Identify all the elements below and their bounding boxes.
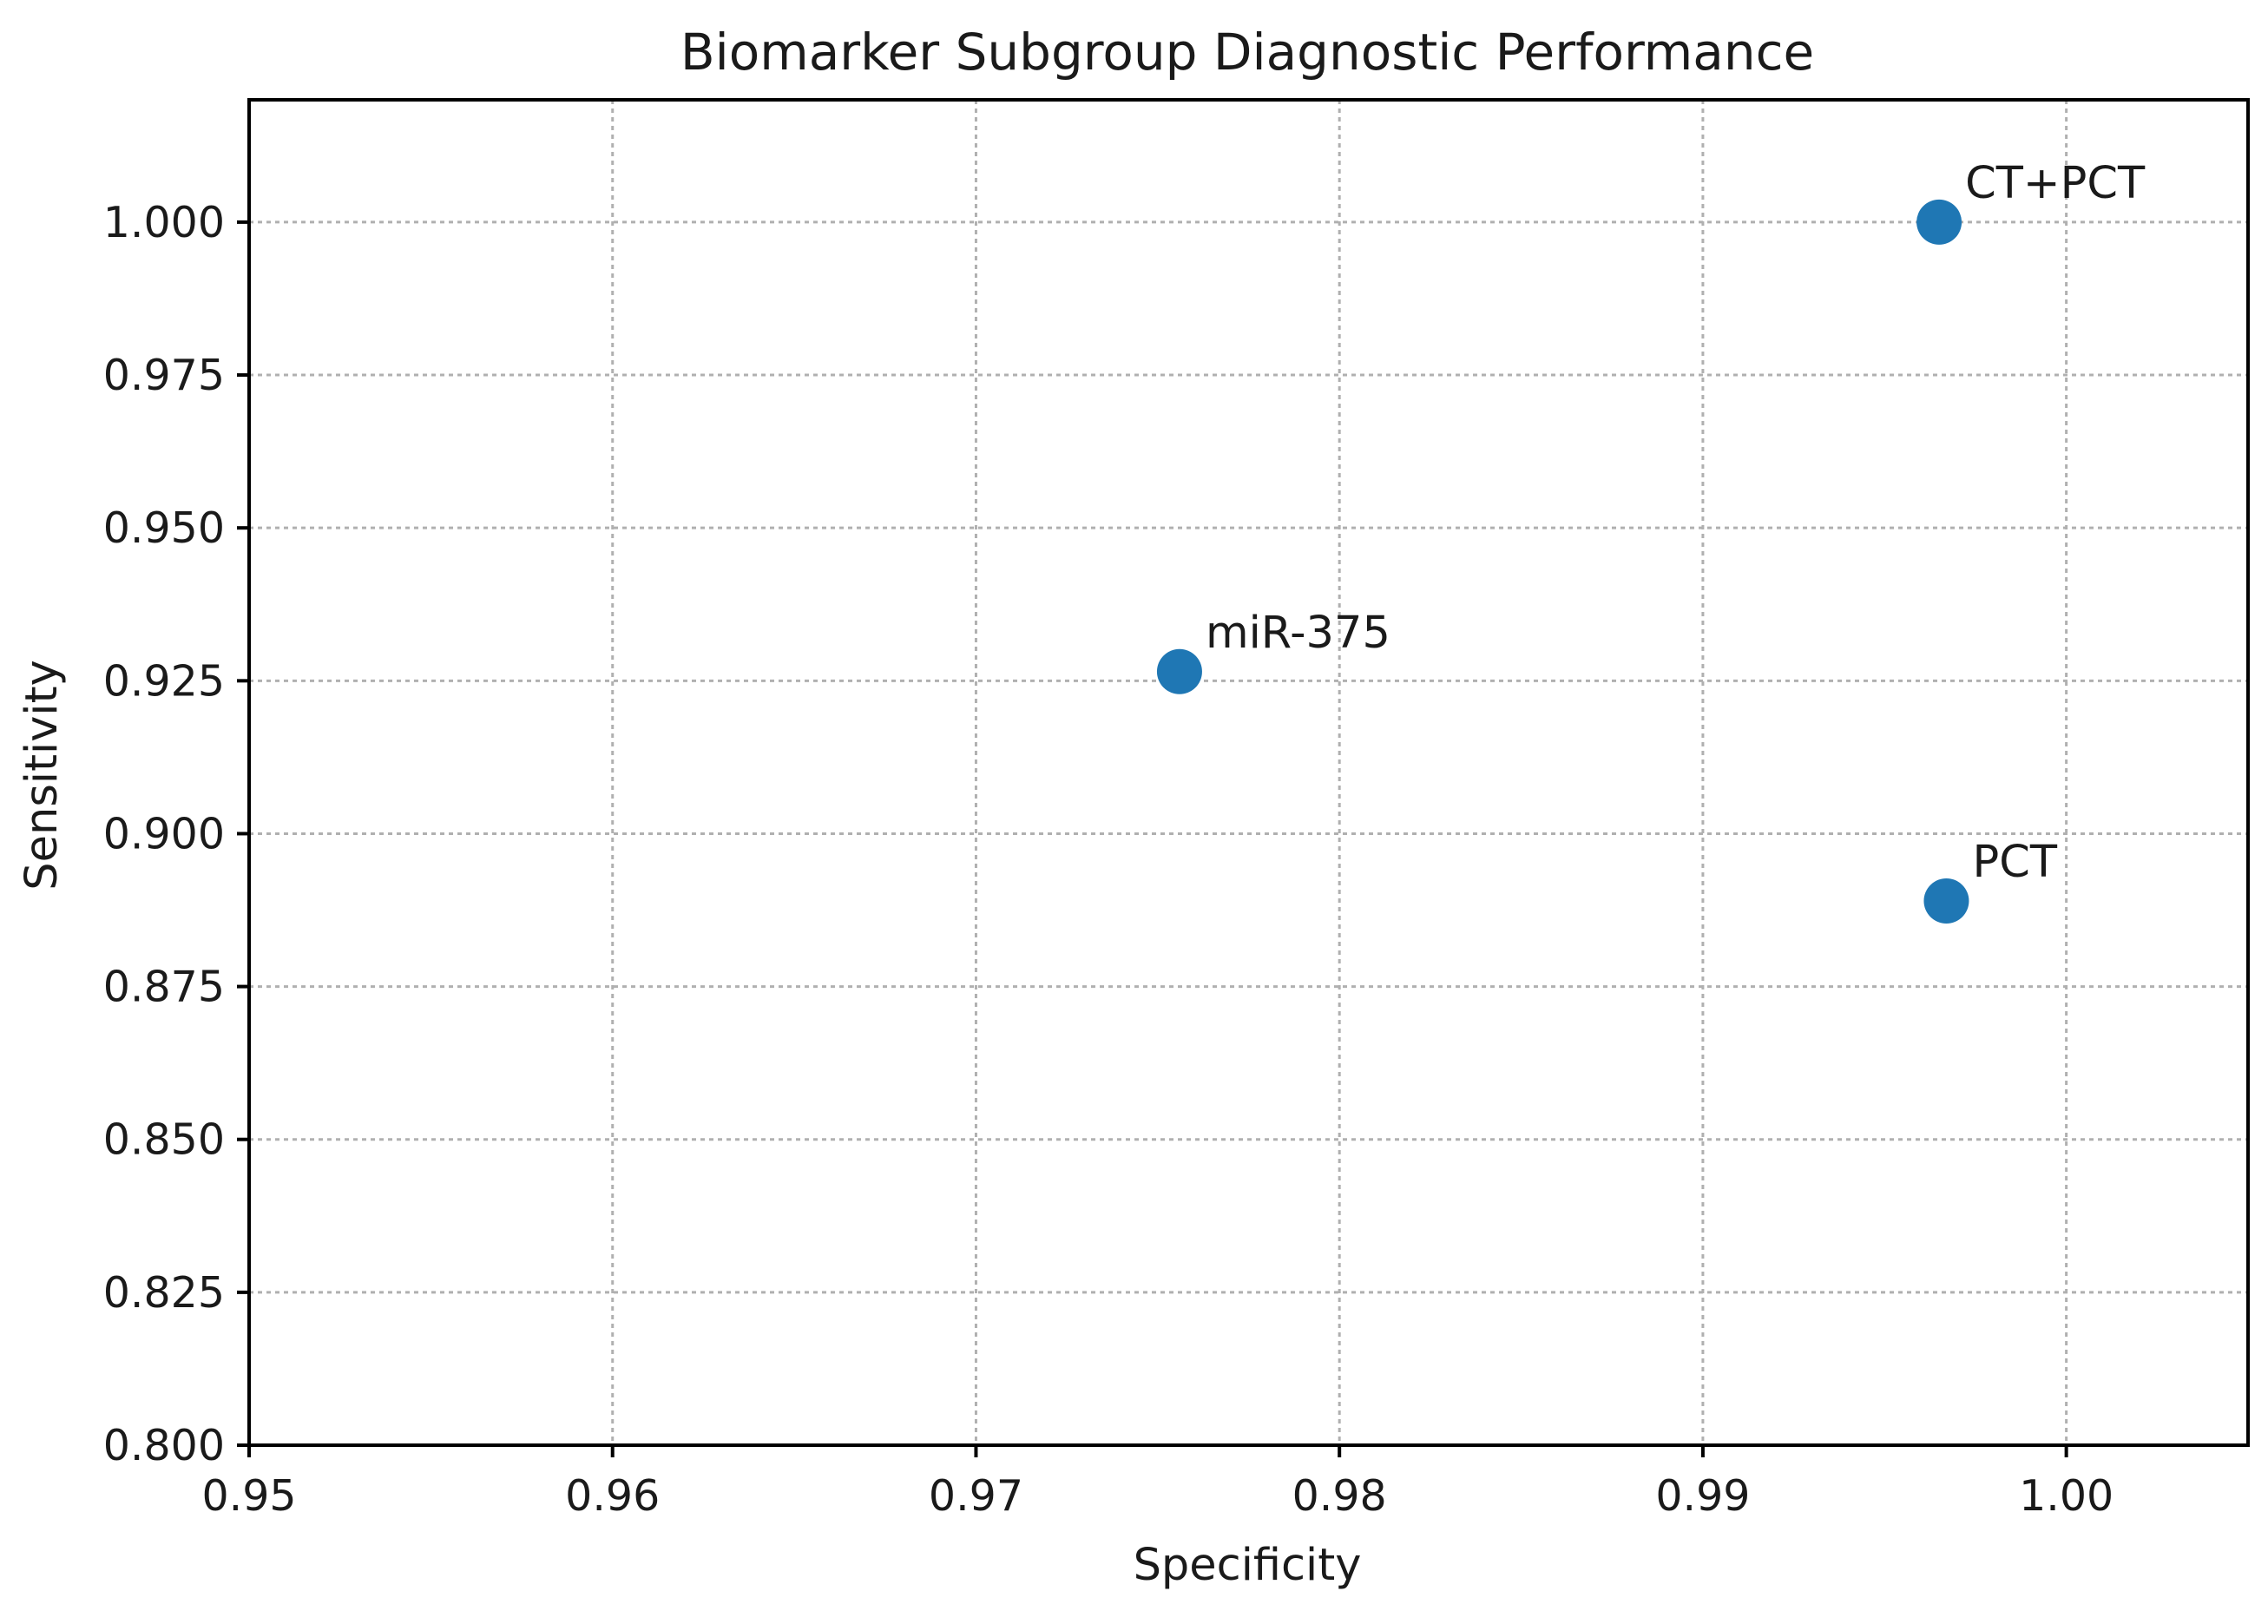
y-tick-label: 0.900 — [103, 809, 225, 858]
ticks-layer: 0.95 0.96 0.97 0.98 0.99 1.00 0.800 0.825 0.850 0… — [103, 198, 2114, 1521]
x-tick-label: 0.95 — [201, 1471, 296, 1521]
x-tick-label: 1.00 — [2019, 1471, 2114, 1521]
grid-layer — [247, 100, 2248, 1447]
data-point — [1923, 878, 1969, 924]
y-tick-label: 0.800 — [103, 1421, 225, 1470]
y-tick-label: 0.925 — [103, 656, 225, 706]
y-tick-label: 0.825 — [103, 1268, 225, 1318]
y-axis-label: Sensitivity — [16, 660, 68, 891]
x-axis-label: Specificity — [1134, 1540, 1362, 1591]
x-tick-label: 0.98 — [1292, 1471, 1387, 1521]
plot-frame — [247, 98, 2250, 1447]
y-tick-label: 0.975 — [103, 351, 225, 400]
y-tick-label: 0.950 — [103, 503, 225, 553]
x-tick-label: 0.97 — [929, 1471, 1023, 1521]
chart-title: Biomarker Subgroup Diagnostic Performanc… — [680, 23, 1814, 82]
data-point-label: PCT — [1972, 837, 2057, 888]
data-point — [1916, 199, 1962, 245]
points-layer: miR-375 CT+PCT PCT — [1156, 158, 2146, 924]
data-point-label: CT+PCT — [1965, 158, 2146, 209]
data-point-label: miR-375 — [1206, 608, 1390, 659]
y-tick-label: 0.875 — [103, 963, 225, 1012]
data-point — [1156, 648, 1202, 694]
y-tick-label: 0.850 — [103, 1115, 225, 1165]
x-tick-label: 0.99 — [1655, 1471, 1750, 1521]
y-tick-label: 1.000 — [103, 198, 225, 247]
x-tick-label: 0.96 — [565, 1471, 660, 1521]
